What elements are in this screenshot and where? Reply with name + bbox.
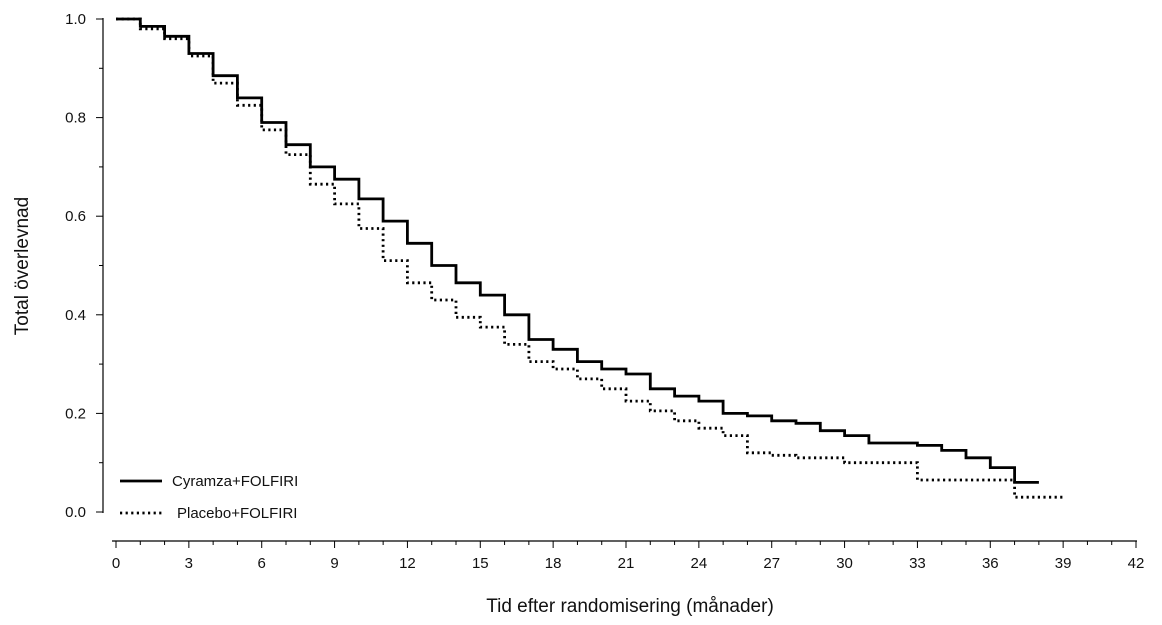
x-tick-label: 39 (1055, 555, 1072, 572)
legend-label-cyramza: Cyramza+FOLFIRI (172, 473, 298, 490)
y-ticks: 0.0 0.2 0.4 0.6 0.8 1.0 (65, 11, 103, 521)
x-tick-label: 12 (399, 555, 416, 572)
x-tick-label: 15 (472, 555, 489, 572)
series-line-cyramza (116, 17, 1039, 484)
x-ticks: 0 3 6 9 12 15 18 21 24 27 30 33 36 39 42 (112, 541, 1145, 572)
axes (102, 18, 1137, 542)
x-tick-label: 30 (836, 555, 853, 572)
y-tick-label: 0.0 (65, 504, 86, 521)
x-tick-label: 9 (330, 555, 338, 572)
y-tick-label: 0.8 (65, 110, 86, 127)
x-tick-label: 36 (982, 555, 999, 572)
legend-label-placebo: Placebo+FOLFIRI (177, 505, 297, 522)
series-line-placebo (116, 17, 1064, 499)
x-tick-label: 0 (112, 555, 120, 572)
x-tick-label: 42 (1128, 555, 1145, 572)
x-tick-label: 6 (258, 555, 266, 572)
x-axis-label: Tid efter randomisering (månader) (486, 596, 774, 617)
y-axis-label: Total överlevnad (12, 197, 33, 335)
x-tick-label: 33 (909, 555, 926, 572)
y-tick-label: 0.4 (65, 307, 86, 324)
series-lines (116, 17, 1064, 499)
x-tick-label: 18 (545, 555, 562, 572)
x-tick-label: 24 (691, 555, 708, 572)
legend: Cyramza+FOLFIRI Placebo+FOLFIRI (120, 473, 298, 522)
x-tick-label: 21 (618, 555, 635, 572)
y-tick-label: 0.6 (65, 208, 86, 225)
x-tick-label: 3 (185, 555, 193, 572)
y-tick-label: 1.0 (65, 11, 86, 28)
x-tick-label: 27 (763, 555, 780, 572)
y-tick-label: 0.2 (65, 405, 86, 422)
